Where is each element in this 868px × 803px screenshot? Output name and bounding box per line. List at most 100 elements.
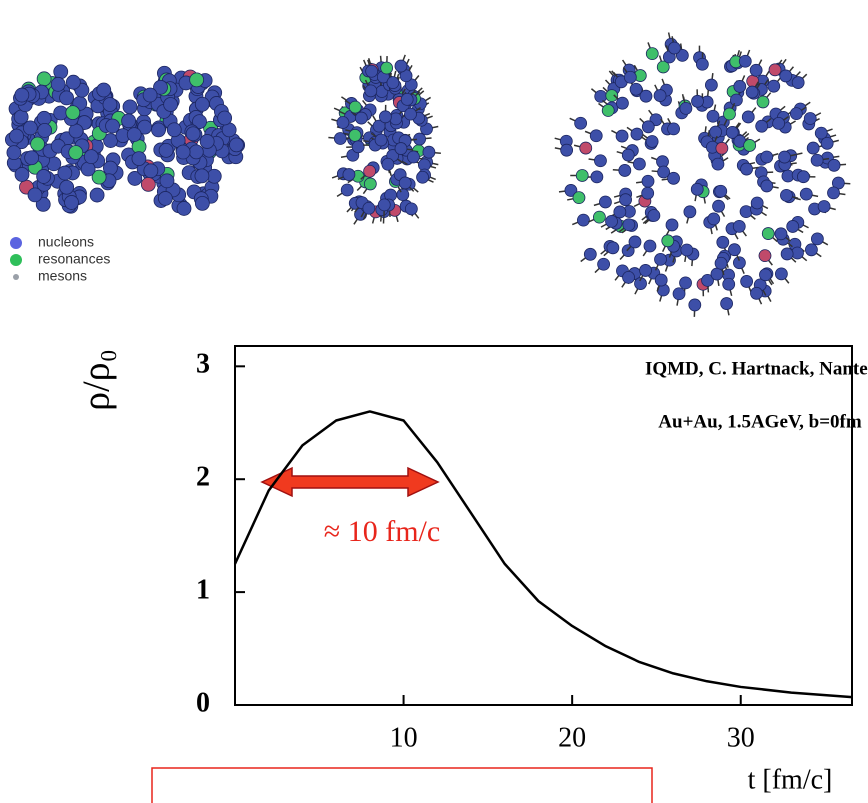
particle <box>733 256 746 270</box>
particle <box>175 144 191 160</box>
particle <box>157 191 173 206</box>
annotation: Au+Au, 1.5AGeV, b=0fm <box>658 411 862 432</box>
particle <box>362 201 376 215</box>
particle <box>36 169 52 184</box>
particle <box>629 82 643 96</box>
particle <box>579 141 593 155</box>
particle <box>806 141 820 155</box>
particle <box>633 157 646 171</box>
particle <box>827 186 840 200</box>
particle <box>199 134 215 149</box>
particle <box>122 99 138 115</box>
particle <box>143 163 159 179</box>
particle <box>9 128 24 144</box>
particle <box>761 227 775 240</box>
particle <box>774 227 788 241</box>
particle <box>667 122 680 136</box>
particle <box>389 112 403 126</box>
legend-swatch <box>10 254 22 266</box>
particle <box>35 196 51 212</box>
particle <box>738 54 752 68</box>
particle <box>714 256 728 270</box>
legend-label: resonances <box>38 251 110 267</box>
particle <box>159 173 175 189</box>
plot-frame <box>234 345 853 706</box>
particle <box>668 41 681 55</box>
particle <box>661 234 675 248</box>
particle <box>572 191 586 205</box>
particle <box>333 132 347 145</box>
particle <box>363 177 377 191</box>
particle <box>778 150 791 164</box>
y-tick-label: 2 <box>196 462 210 493</box>
particle <box>740 162 753 176</box>
particle <box>780 188 793 202</box>
particle <box>789 107 803 121</box>
y-tick-label: 3 <box>196 349 210 380</box>
particle <box>377 198 391 212</box>
particle <box>665 218 679 232</box>
particle <box>688 298 702 312</box>
particle <box>594 154 607 168</box>
y-tick-label: 0 <box>196 687 210 718</box>
particle <box>83 149 99 165</box>
particle <box>723 107 736 121</box>
particle <box>14 87 30 103</box>
particle <box>605 214 618 228</box>
particle <box>121 113 136 129</box>
particle <box>711 157 725 171</box>
particle <box>105 118 120 134</box>
particle <box>158 142 174 158</box>
x-axis-label: t [fm/c] <box>748 764 833 795</box>
particle <box>102 160 118 176</box>
particle <box>192 114 207 129</box>
particle <box>336 116 350 129</box>
particle <box>756 95 770 109</box>
particle <box>24 150 40 166</box>
particle <box>342 168 356 181</box>
legend-label: mesons <box>38 268 87 284</box>
particle <box>716 235 730 249</box>
particle <box>6 145 22 160</box>
particle <box>780 247 794 261</box>
particle <box>394 59 408 73</box>
double-arrow <box>260 466 440 498</box>
particle <box>750 196 764 210</box>
particle-pictures <box>4 32 851 317</box>
particle <box>749 63 763 77</box>
particle <box>767 79 781 93</box>
particle <box>745 85 759 99</box>
particle <box>691 94 704 108</box>
particle <box>643 239 657 253</box>
particle <box>680 243 694 257</box>
particle <box>354 111 368 125</box>
particle <box>68 123 84 139</box>
particle <box>577 213 590 227</box>
particle <box>59 90 74 106</box>
particle <box>50 76 66 92</box>
particle <box>791 76 805 89</box>
particle <box>712 199 725 213</box>
particle <box>621 244 635 258</box>
particle <box>728 243 741 257</box>
particle <box>675 48 689 62</box>
particle <box>679 276 692 290</box>
x-tick-label: 10 <box>390 722 418 753</box>
particle <box>667 171 680 185</box>
particle <box>786 220 800 233</box>
particle <box>599 195 612 209</box>
particle <box>372 119 386 133</box>
particle <box>690 182 704 196</box>
particle <box>583 247 597 261</box>
particle <box>65 74 81 90</box>
particle <box>714 184 728 198</box>
particle <box>704 78 718 92</box>
particle <box>613 205 627 219</box>
particle <box>743 139 757 152</box>
particle <box>695 57 709 71</box>
particle <box>102 97 118 112</box>
particle <box>229 137 244 153</box>
particle <box>398 176 412 190</box>
